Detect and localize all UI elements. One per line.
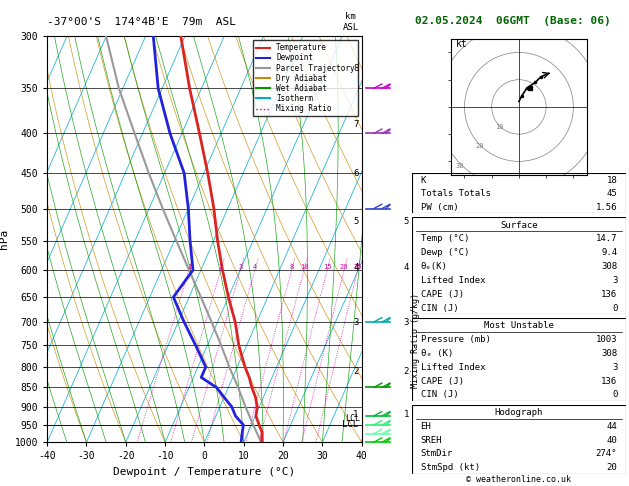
Text: 5: 5 — [353, 217, 359, 226]
Text: 14.7: 14.7 — [596, 234, 617, 243]
Text: 4: 4 — [403, 263, 409, 272]
Text: Lifted Index: Lifted Index — [421, 363, 485, 372]
Text: 4: 4 — [253, 264, 257, 270]
Text: 274°: 274° — [596, 450, 617, 458]
Text: 1: 1 — [403, 410, 409, 418]
Text: 9.4: 9.4 — [601, 248, 617, 257]
Text: CIN (J): CIN (J) — [421, 304, 458, 312]
Text: EH: EH — [421, 422, 431, 431]
Text: θₑ (K): θₑ (K) — [421, 349, 453, 358]
Text: 308: 308 — [601, 262, 617, 271]
Text: 20: 20 — [606, 463, 617, 472]
Y-axis label: hPa: hPa — [0, 229, 9, 249]
Text: 2: 2 — [218, 264, 223, 270]
Text: LCL: LCL — [345, 414, 360, 423]
Text: 0: 0 — [612, 390, 617, 399]
Text: kt: kt — [456, 39, 468, 49]
Text: PW (cm): PW (cm) — [421, 203, 458, 212]
Text: 1: 1 — [353, 410, 359, 418]
Text: © weatheronline.co.uk: © weatheronline.co.uk — [467, 474, 571, 484]
Text: CIN (J): CIN (J) — [421, 390, 458, 399]
Text: 8: 8 — [353, 64, 359, 73]
Text: 02.05.2024  06GMT  (Base: 06): 02.05.2024 06GMT (Base: 06) — [415, 16, 611, 26]
Text: 3: 3 — [612, 276, 617, 285]
Text: 10: 10 — [495, 123, 504, 129]
Text: Lifted Index: Lifted Index — [421, 276, 485, 285]
Text: 4: 4 — [353, 263, 359, 272]
Text: 45: 45 — [606, 190, 617, 198]
Text: θₑ(K): θₑ(K) — [421, 262, 447, 271]
Text: 5: 5 — [403, 217, 409, 226]
Text: Mixing Ratio (g/kg): Mixing Ratio (g/kg) — [411, 294, 420, 388]
Text: Hodograph: Hodograph — [495, 408, 543, 417]
X-axis label: Dewpoint / Temperature (°C): Dewpoint / Temperature (°C) — [113, 467, 296, 477]
Text: StmSpd (kt): StmSpd (kt) — [421, 463, 480, 472]
Text: CAPE (J): CAPE (J) — [421, 377, 464, 386]
Text: 3: 3 — [238, 264, 243, 270]
Text: 2: 2 — [353, 367, 359, 376]
Text: K: K — [421, 176, 426, 185]
Text: 1: 1 — [187, 264, 191, 270]
Text: StmDir: StmDir — [421, 450, 453, 458]
Text: 3: 3 — [612, 363, 617, 372]
Text: 25: 25 — [353, 264, 362, 270]
Text: CAPE (J): CAPE (J) — [421, 290, 464, 299]
Text: 30: 30 — [456, 163, 464, 169]
Text: 10: 10 — [299, 264, 308, 270]
Text: 3: 3 — [403, 317, 409, 327]
Text: 15: 15 — [323, 264, 331, 270]
Text: LCL: LCL — [342, 420, 359, 430]
Text: Surface: Surface — [500, 221, 538, 229]
Text: 7: 7 — [353, 121, 359, 129]
Text: 40: 40 — [606, 435, 617, 445]
Text: SREH: SREH — [421, 435, 442, 445]
Text: Temp (°C): Temp (°C) — [421, 234, 469, 243]
Text: 1.56: 1.56 — [596, 203, 617, 212]
Text: Pressure (mb): Pressure (mb) — [421, 335, 491, 344]
Text: 308: 308 — [601, 349, 617, 358]
Text: 136: 136 — [601, 377, 617, 386]
Text: 6: 6 — [353, 169, 359, 177]
Text: 0: 0 — [612, 304, 617, 312]
Text: 8: 8 — [289, 264, 294, 270]
Text: 136: 136 — [601, 290, 617, 299]
Text: 20: 20 — [340, 264, 348, 270]
Text: 3: 3 — [353, 317, 359, 327]
Text: -37°00'S  174°4B'E  79m  ASL: -37°00'S 174°4B'E 79m ASL — [47, 17, 236, 27]
Text: 44: 44 — [606, 422, 617, 431]
Text: 18: 18 — [606, 176, 617, 185]
Text: km
ASL: km ASL — [342, 12, 359, 32]
Text: Totals Totals: Totals Totals — [421, 190, 491, 198]
Text: 1003: 1003 — [596, 335, 617, 344]
Text: Most Unstable: Most Unstable — [484, 321, 554, 330]
Text: 2: 2 — [403, 367, 409, 376]
Text: 20: 20 — [476, 143, 484, 149]
Text: Dewp (°C): Dewp (°C) — [421, 248, 469, 257]
Legend: Temperature, Dewpoint, Parcel Trajectory, Dry Adiabat, Wet Adiabat, Isotherm, Mi: Temperature, Dewpoint, Parcel Trajectory… — [253, 40, 358, 116]
